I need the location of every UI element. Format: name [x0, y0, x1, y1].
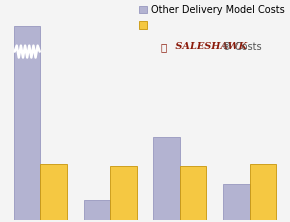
Bar — [14, 26, 40, 220]
Bar — [223, 184, 250, 220]
Bar — [110, 166, 137, 220]
Text: 🦅: 🦅 — [161, 42, 167, 52]
Bar — [250, 165, 276, 220]
Text: SALESHAWK: SALESHAWK — [172, 42, 247, 51]
Text: ® Costs: ® Costs — [222, 42, 262, 52]
Bar — [40, 165, 67, 220]
Legend: Other Delivery Model Costs, : Other Delivery Model Costs, — [137, 3, 287, 32]
Bar — [84, 200, 110, 220]
Bar — [153, 137, 180, 220]
Bar — [180, 166, 206, 220]
